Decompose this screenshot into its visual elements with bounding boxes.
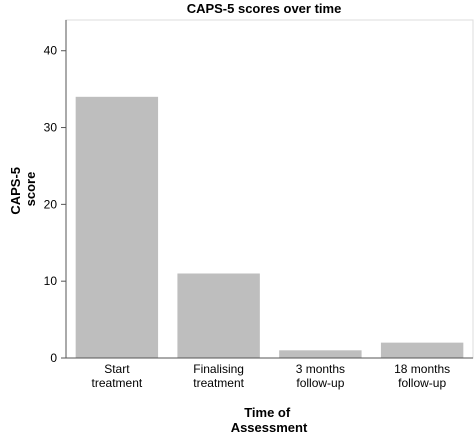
bar [75, 96, 159, 359]
x-axis-title: Time of Assessment [231, 405, 308, 435]
x-category-label-line: Start [104, 362, 130, 376]
y-tick-label: 40 [44, 44, 58, 58]
y-axis-title-line-2: score [23, 172, 38, 207]
y-ticks-group: 0 10 20 30 40 [44, 44, 66, 365]
x-category-label: 3 months follow-up [296, 362, 345, 390]
y-tick-label: 0 [50, 351, 57, 365]
bar [177, 273, 260, 358]
x-category-label-line: treatment [92, 376, 143, 390]
y-axis-title: CAPS-5 score [8, 163, 38, 214]
x-category-label: Finalising treatment [193, 362, 244, 390]
bar [380, 342, 464, 358]
x-category-label-line: 18 months [394, 362, 450, 376]
x-category-label-line: follow-up [296, 376, 344, 390]
chart-title: CAPS-5 scores over time [187, 1, 342, 16]
y-tick-label: 30 [44, 121, 58, 135]
x-axis-title-line-2: Assessment [231, 420, 308, 435]
y-tick-label: 10 [44, 274, 58, 288]
x-category-label-line: Finalising [193, 362, 244, 376]
x-category-label-line: follow-up [398, 376, 446, 390]
bar [279, 350, 362, 358]
x-category-label-line: 3 months [296, 362, 345, 376]
x-axis-title-line-1: Time of [244, 405, 291, 420]
y-axis-title-line-1: CAPS-5 [8, 167, 23, 215]
x-category-label: 18 months follow-up [394, 362, 450, 390]
x-category-label-line: treatment [193, 376, 244, 390]
y-tick-label: 20 [44, 197, 58, 211]
bars-group [75, 96, 464, 359]
x-category-label: Start treatment [92, 362, 143, 390]
